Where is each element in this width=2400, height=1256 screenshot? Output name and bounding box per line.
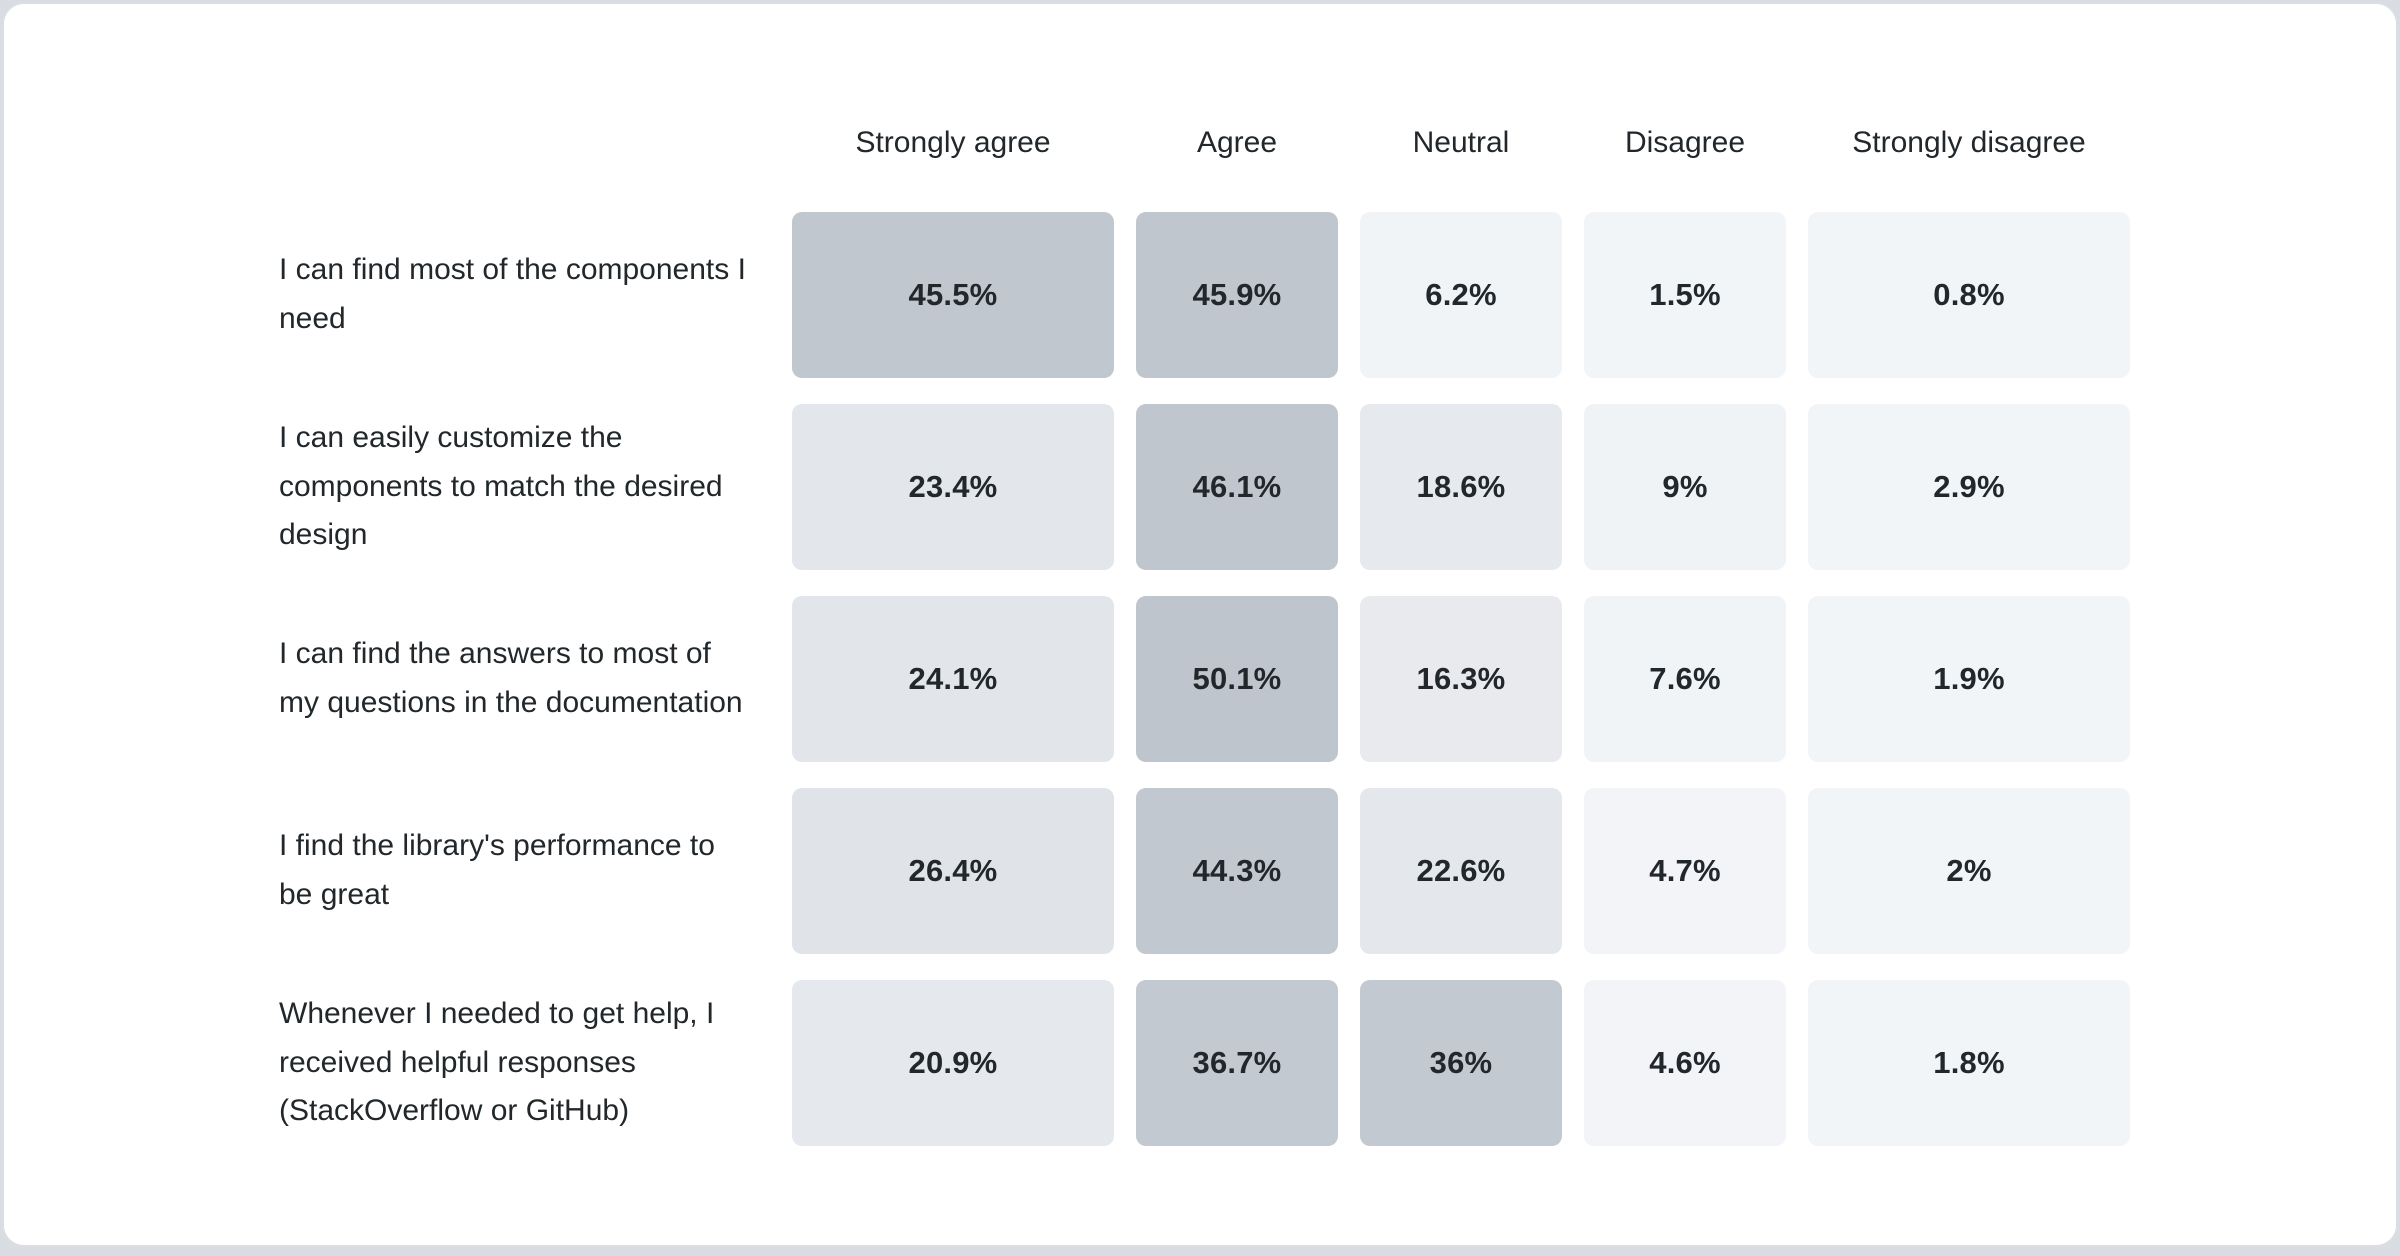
heatmap-cell: 46.1% [1136, 404, 1338, 570]
heatmap-cell: 26.4% [792, 788, 1114, 954]
heatmap-cell: 9% [1584, 404, 1786, 570]
heatmap-cell: 0.8% [1808, 212, 2130, 378]
heatmap-cell: 18.6% [1360, 404, 1562, 570]
column-header-strongly-disagree: Strongly disagree [1852, 126, 2086, 159]
heatmap-cell: 16.3% [1360, 596, 1562, 762]
row-label: I can find most of the components I need [279, 253, 746, 335]
likert-heatmap-chart: Strongly agree Agree Neutral Disagree St… [4, 4, 2396, 1245]
heatmap-cell: 7.6% [1584, 596, 1786, 762]
heatmap-cell: 24.1% [792, 596, 1114, 762]
heatmap-cell: 50.1% [1136, 596, 1338, 762]
heatmap-cell: 45.5% [792, 212, 1114, 378]
row-label: I find the library's performance to be g… [279, 829, 715, 911]
heatmap-cell: 6.2% [1360, 212, 1562, 378]
row-label: Whenever I needed to get help, I receive… [279, 996, 715, 1128]
heatmap-cell: 22.6% [1360, 788, 1562, 954]
column-headers: Strongly agree Agree Neutral Disagree St… [792, 120, 2130, 166]
heatmap-cell: 1.9% [1808, 596, 2130, 762]
heatmap-cell: 23.4% [792, 404, 1114, 570]
heatmap-cell: 36.7% [1136, 980, 1338, 1146]
heatmap-cell: 4.7% [1584, 788, 1786, 954]
heatmap-cell: 1.5% [1584, 212, 1786, 378]
column-header-strongly-agree: Strongly agree [855, 126, 1051, 159]
heatmap-cell: 1.8% [1808, 980, 2130, 1146]
heatmap-grid: I can find most of the components I need… [279, 212, 2130, 1146]
heatmap-cell: 2.9% [1808, 404, 2130, 570]
heatmap-cell: 20.9% [792, 980, 1114, 1146]
column-header-agree: Agree [1196, 126, 1278, 159]
column-header-neutral: Neutral [1412, 126, 1510, 159]
row-label: I can find the answers to most of my que… [279, 637, 743, 719]
heatmap-cell: 4.6% [1584, 980, 1786, 1146]
heatmap-cell: 2% [1808, 788, 2130, 954]
heatmap-cell: 44.3% [1136, 788, 1338, 954]
column-header-disagree: Disagree [1624, 126, 1746, 159]
row-label: I can easily customize the components to… [279, 420, 723, 552]
heatmap-cell: 45.9% [1136, 212, 1338, 378]
heatmap-cell: 36% [1360, 980, 1562, 1146]
